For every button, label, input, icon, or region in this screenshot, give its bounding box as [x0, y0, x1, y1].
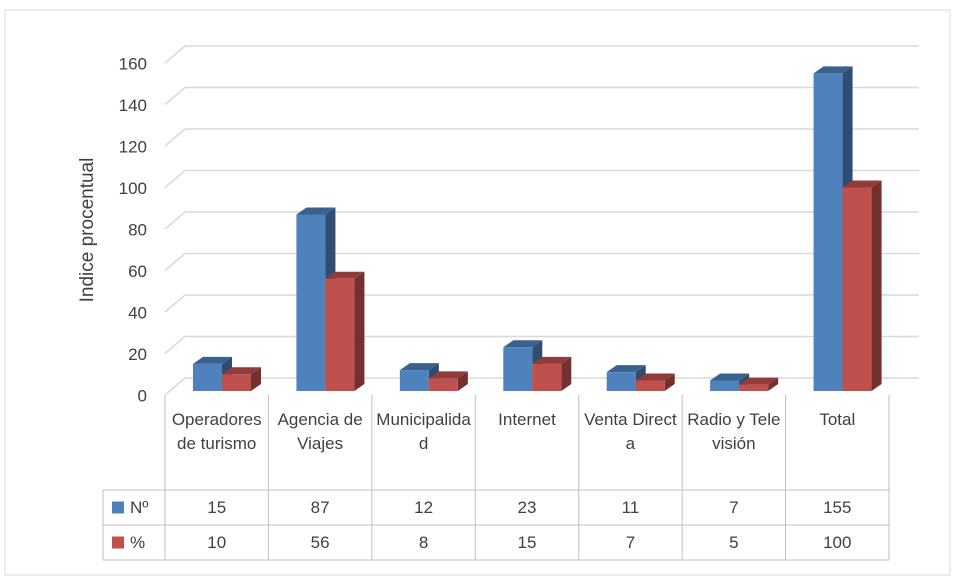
- bar-top: [606, 365, 646, 373]
- table-value: 10: [207, 533, 226, 552]
- table-value: 87: [311, 498, 330, 517]
- legend-key: [112, 501, 124, 514]
- grid-line: [164, 128, 919, 147]
- table-value: 23: [518, 498, 537, 517]
- bar-top: [296, 207, 336, 215]
- bar: [813, 73, 843, 391]
- bar-top: [428, 371, 468, 379]
- bar-side: [561, 356, 572, 391]
- y-tick-label: 160: [119, 54, 147, 73]
- x-tick-label: Agencia de Viajes: [277, 410, 363, 453]
- bar-top: [222, 367, 261, 375]
- legend-label: %: [130, 533, 145, 552]
- x-tick-label: Operadores de turismo: [171, 410, 262, 453]
- grid-line: [164, 294, 919, 313]
- grid-line: [164, 45, 919, 64]
- bar: [739, 384, 769, 391]
- bar-top: [635, 373, 675, 381]
- bar-side: [251, 367, 261, 391]
- grid-line: [164, 335, 919, 355]
- y-tick-label: 140: [119, 96, 147, 115]
- y-tick-label: 20: [128, 345, 147, 364]
- bar-top: [710, 373, 750, 381]
- bar: [503, 347, 533, 391]
- y-tick-label: 40: [128, 303, 147, 322]
- bar-side: [457, 371, 468, 391]
- bar: [532, 363, 562, 391]
- bar: [325, 278, 355, 391]
- y-tick-label: 0: [138, 386, 147, 405]
- bar-side: [664, 373, 675, 391]
- bar: [606, 372, 636, 391]
- bar: [635, 380, 665, 391]
- bar-top: [503, 340, 543, 348]
- x-tick-label: Radio y Televisión: [687, 410, 781, 453]
- bar-side: [354, 271, 365, 391]
- bar-top: [325, 271, 365, 279]
- y-tick-label: 100: [119, 179, 147, 198]
- x-tick-label: Venta Directa: [584, 410, 677, 453]
- grid-line: [164, 86, 919, 106]
- y-tick-label: 60: [128, 262, 147, 281]
- legend-key: [112, 536, 124, 549]
- bar-top: [532, 356, 572, 364]
- table-value: 7: [729, 498, 738, 517]
- bar: [710, 380, 740, 391]
- grid-line: [164, 252, 919, 272]
- bar: [842, 187, 872, 391]
- table-value: 100: [823, 533, 851, 552]
- bar-top: [399, 363, 439, 371]
- bar-top: [193, 356, 232, 364]
- bar: [428, 378, 458, 391]
- bar-top: [813, 66, 853, 74]
- legend-label: Nº: [130, 498, 149, 517]
- grid-line: [164, 211, 919, 230]
- bar: [222, 374, 251, 391]
- y-axis-title: Indice procentual: [77, 158, 98, 303]
- x-tick-label: Municipalidad: [376, 410, 471, 453]
- table-value: 11: [622, 498, 640, 517]
- bar-top: [739, 377, 779, 385]
- table-value: 12: [414, 498, 433, 517]
- bar: [399, 370, 429, 391]
- x-tick-label: Total: [819, 410, 856, 429]
- chart-frame: [4, 9, 951, 576]
- bar-top: [842, 180, 882, 188]
- bar: [193, 363, 222, 391]
- y-tick-label: 80: [128, 220, 147, 239]
- bar-side: [871, 180, 882, 391]
- table-value: 155: [823, 498, 851, 517]
- table-value: 15: [518, 533, 537, 552]
- table-value: 7: [626, 533, 635, 552]
- table-value: 56: [311, 533, 330, 552]
- table-value: 15: [207, 498, 226, 517]
- table-value: 5: [729, 533, 738, 552]
- x-tick-label: Internet: [498, 410, 556, 429]
- grid-line: [164, 169, 919, 189]
- table-value: 8: [419, 533, 428, 552]
- y-tick-label: 120: [119, 137, 147, 156]
- bar: [296, 214, 326, 391]
- bar-side: [768, 377, 779, 391]
